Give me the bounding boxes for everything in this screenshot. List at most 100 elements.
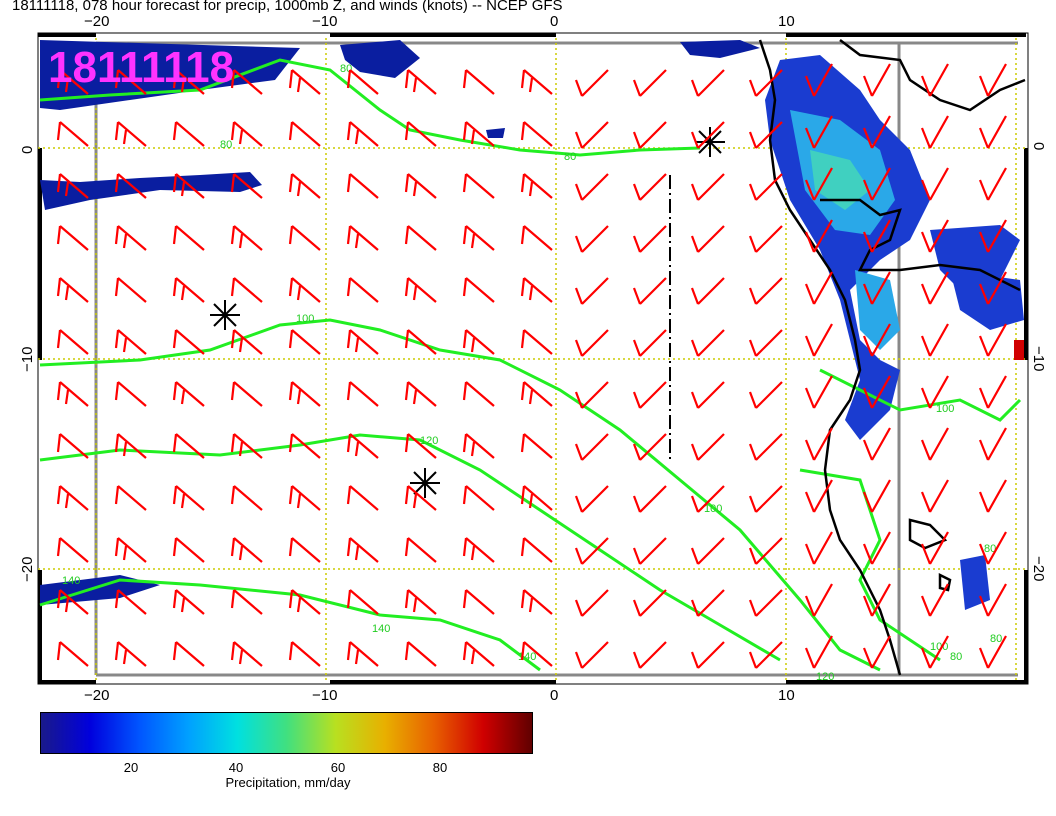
wind-barb	[862, 323, 891, 357]
wind-barb	[804, 635, 833, 669]
wind-barb	[172, 589, 205, 615]
wind-barb	[632, 589, 667, 617]
wind-barb	[862, 375, 891, 409]
wind-barb	[404, 225, 437, 251]
lon-tick-top: 0	[550, 13, 558, 30]
wind-barb	[172, 277, 205, 303]
colorbar-tick: 80	[432, 760, 448, 775]
wind-barb	[462, 121, 495, 147]
wind-barb	[56, 433, 89, 459]
wind-barb	[462, 277, 495, 303]
wind-barb	[632, 225, 667, 253]
wind-barb	[574, 277, 609, 305]
wind-barb	[288, 329, 321, 355]
wind-barb	[114, 225, 147, 251]
wind-barb	[690, 381, 725, 409]
wind-barb	[230, 173, 263, 199]
wind-barb	[230, 329, 263, 355]
lat-tick-right: −20	[1030, 556, 1047, 581]
wind-barb	[978, 115, 1007, 149]
wind-barb	[920, 531, 949, 565]
wind-barb	[404, 641, 437, 667]
wind-barb	[862, 427, 891, 461]
wind-barb	[574, 485, 609, 513]
wind-barb	[288, 485, 321, 511]
wind-barb	[632, 173, 667, 201]
wind-barb	[520, 277, 553, 303]
wind-barbs	[56, 63, 1007, 669]
wind-barb	[690, 173, 725, 201]
lon-tick-top: −20	[84, 13, 109, 30]
wind-barb	[520, 433, 553, 459]
wind-barb	[230, 121, 263, 147]
wind-barb	[978, 167, 1007, 201]
wind-barb	[172, 329, 205, 355]
wind-barb	[114, 641, 147, 667]
lat-tick-right: −10	[1030, 346, 1047, 371]
contour-label: 80	[564, 151, 576, 163]
wind-barb	[520, 641, 553, 667]
contour-label: 80	[990, 633, 1002, 645]
wind-barb	[56, 329, 89, 355]
wind-barb	[346, 277, 379, 303]
wind-barb	[520, 537, 553, 563]
wind-barb	[404, 329, 437, 355]
lon-tick-bottom: 0	[550, 687, 558, 700]
wind-barb	[230, 641, 263, 667]
wind-barb	[404, 277, 437, 303]
lon-tick-top: 10	[778, 13, 795, 30]
wind-barb	[574, 381, 609, 409]
wind-barb	[56, 173, 89, 199]
wind-barb	[748, 381, 783, 409]
wind-barb	[920, 115, 949, 149]
wind-barb	[920, 479, 949, 513]
wind-barb	[862, 635, 891, 669]
wind-barb	[748, 485, 783, 513]
wind-barb	[114, 381, 147, 407]
wind-barb	[230, 589, 263, 615]
wind-barb	[748, 589, 783, 617]
wind-barb	[462, 173, 495, 199]
colorbar: 20 40 60 80	[40, 712, 533, 775]
wind-barb	[346, 537, 379, 563]
wind-barb	[520, 485, 553, 511]
wind-barb	[632, 121, 667, 149]
wind-barb	[690, 537, 725, 565]
wind-barb	[462, 589, 495, 615]
wind-barb	[920, 427, 949, 461]
wind-barb	[462, 641, 495, 667]
wind-barb	[804, 323, 833, 357]
contour-label: 80	[984, 543, 996, 555]
wind-barb	[574, 225, 609, 253]
wind-barb	[978, 219, 1007, 253]
wind-barb	[172, 173, 205, 199]
wind-barb	[804, 479, 833, 513]
wind-barb	[172, 433, 205, 459]
wind-barb	[288, 173, 321, 199]
contour-label: 120	[420, 435, 438, 447]
wind-barb	[574, 537, 609, 565]
wind-barb	[920, 63, 949, 97]
wind-barb	[288, 433, 321, 459]
wind-barb	[978, 323, 1007, 357]
contour-label: 80	[950, 651, 962, 663]
wind-barb	[690, 485, 725, 513]
wind-barb	[978, 635, 1007, 669]
wind-barb	[748, 277, 783, 305]
wind-barb	[690, 69, 725, 97]
wind-barb	[574, 173, 609, 201]
lon-tick-bottom: −10	[312, 687, 337, 700]
contour-label: 100	[296, 313, 314, 325]
wind-barb	[690, 225, 725, 253]
lat-tick-left: −20	[19, 557, 36, 582]
wind-barb	[230, 433, 263, 459]
wind-barb	[56, 537, 89, 563]
wind-barb	[404, 69, 437, 95]
wind-barb	[346, 329, 379, 355]
wind-barb	[690, 121, 725, 149]
wind-barb	[56, 225, 89, 251]
wind-barb	[804, 427, 833, 461]
wind-barb	[288, 225, 321, 251]
wind-barb	[920, 271, 949, 305]
wind-barb	[804, 271, 833, 305]
